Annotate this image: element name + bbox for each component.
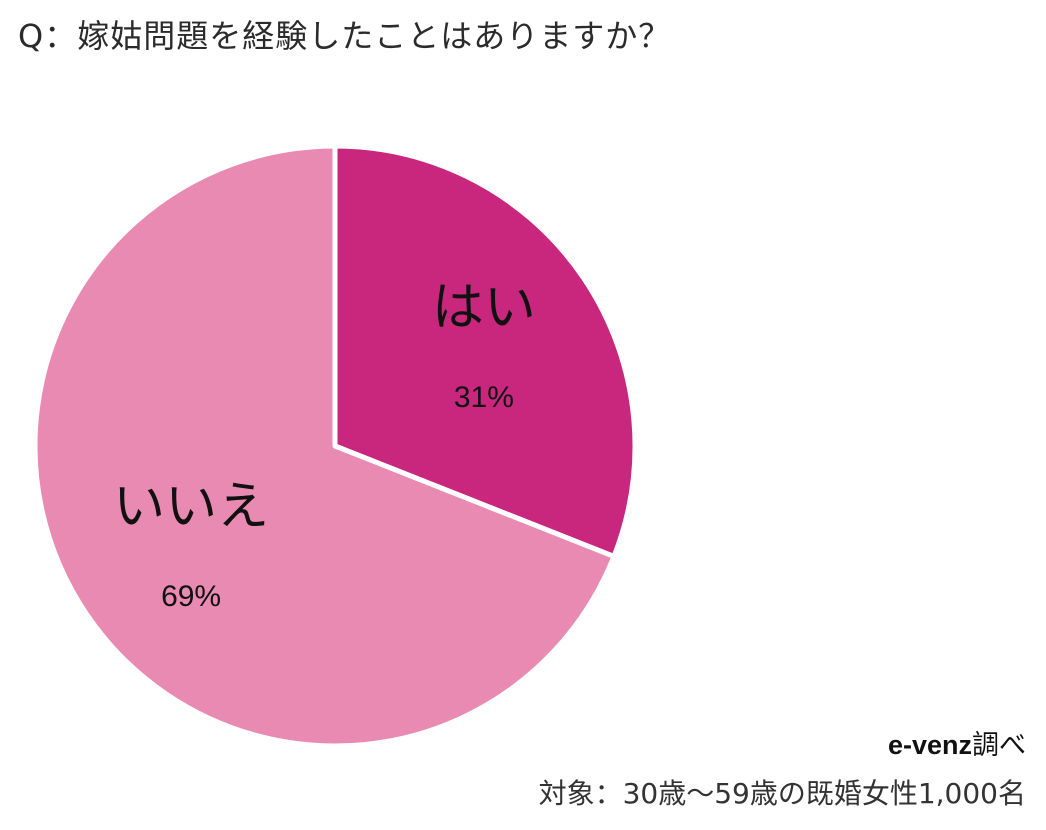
pie-labels: はい 31% いいえ 69%: [113, 278, 536, 613]
source-suffix: 調べ: [972, 730, 1026, 761]
slice-value-label: 31%: [454, 381, 514, 414]
source-credit: e-venz調べ: [888, 727, 1026, 764]
pie-slice-2: [32, 143, 617, 749]
pie-slice-1: [332, 143, 638, 559]
slice-category-label: はい: [432, 278, 536, 338]
slice-value-label: 69%: [161, 580, 221, 613]
question-title: Q：嫁姑問題を経験したことはありますか？: [18, 17, 672, 55]
slice-category-label: いいえ: [113, 477, 269, 537]
source-brand: e-venz: [887, 730, 972, 760]
pie-slices: [32, 143, 638, 749]
survey-target-note: 対象：30歳～59歳の既婚女性1,000名: [538, 777, 1026, 810]
